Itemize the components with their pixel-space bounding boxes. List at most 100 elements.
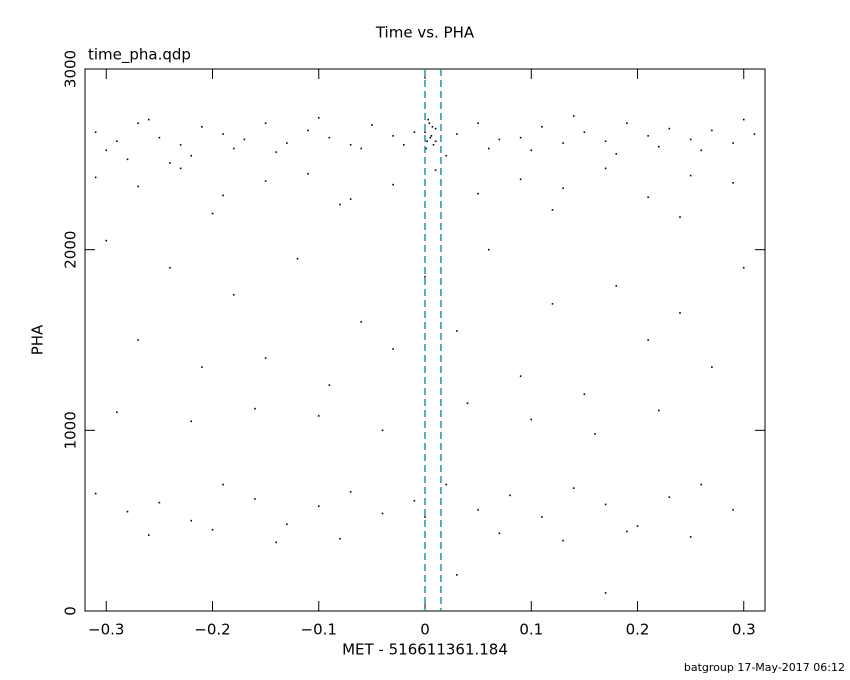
point (679, 216, 681, 218)
point (371, 124, 373, 126)
point (466, 402, 469, 405)
point (105, 149, 108, 152)
point (583, 393, 586, 395)
point (339, 203, 341, 206)
point (222, 194, 224, 197)
point (594, 433, 596, 435)
point (286, 523, 288, 526)
point (430, 135, 433, 137)
point (264, 357, 267, 359)
y-tick-label: 2000 (62, 231, 80, 269)
point (307, 172, 309, 175)
point (254, 498, 256, 500)
x-tick-label: −0.3 (88, 621, 124, 639)
y-axis-label: PHA (29, 324, 47, 355)
point (711, 129, 713, 132)
y-tick-label: 1000 (62, 411, 80, 449)
point (700, 149, 703, 152)
point (381, 512, 384, 515)
point (413, 131, 416, 134)
point (137, 122, 139, 124)
point (551, 303, 554, 305)
point (126, 158, 129, 161)
point (626, 122, 628, 124)
y-tick-label: 0 (62, 606, 80, 616)
point (169, 266, 171, 269)
point (572, 487, 575, 489)
point (222, 483, 224, 486)
point (201, 366, 203, 368)
point (94, 131, 97, 134)
point (232, 147, 235, 150)
point (158, 136, 161, 139)
point (392, 135, 394, 137)
point (190, 420, 193, 423)
point (434, 140, 437, 143)
point (519, 136, 522, 139)
point (689, 138, 692, 141)
point (477, 122, 479, 124)
point (232, 294, 235, 296)
point (732, 142, 734, 144)
point (137, 339, 139, 341)
point (243, 138, 246, 141)
point (604, 140, 607, 143)
point (498, 532, 501, 535)
point (615, 285, 618, 287)
point (105, 239, 108, 242)
point (626, 530, 628, 533)
point (424, 275, 426, 278)
x-tick-label: 0 (420, 621, 430, 639)
point (116, 140, 118, 143)
point (477, 509, 479, 511)
x-tick-label: 0.2 (626, 621, 650, 639)
point (349, 144, 352, 146)
point (668, 127, 671, 130)
point (94, 176, 97, 179)
point (317, 505, 320, 508)
point (519, 375, 522, 377)
point (541, 516, 543, 518)
point (487, 248, 490, 251)
point (328, 384, 331, 386)
point (211, 528, 214, 531)
point (742, 266, 745, 269)
point (424, 131, 426, 134)
point (732, 509, 734, 511)
point (402, 144, 405, 146)
chart-subtitle: time_pha.qdp (88, 46, 191, 65)
point (126, 510, 129, 513)
point (711, 366, 713, 368)
point (541, 126, 543, 128)
point (328, 136, 331, 139)
point (413, 499, 416, 502)
x-tick-label: 0.1 (519, 621, 543, 639)
x-tick-label: −0.2 (194, 621, 230, 639)
point (94, 492, 97, 495)
point (456, 330, 458, 332)
point (147, 534, 150, 536)
point (264, 122, 267, 124)
point (636, 525, 639, 527)
point (689, 174, 692, 177)
point (732, 182, 734, 184)
x-tick-label: 0.3 (732, 621, 756, 639)
point (445, 483, 448, 486)
point (339, 537, 341, 540)
point (286, 142, 288, 144)
point (427, 118, 429, 121)
point (264, 180, 267, 182)
point (456, 133, 458, 135)
point (551, 209, 554, 211)
point (296, 257, 299, 260)
point (530, 418, 533, 421)
point (201, 126, 203, 128)
point (487, 147, 490, 150)
point (190, 519, 193, 522)
point (211, 212, 214, 215)
point (647, 339, 649, 341)
point (158, 501, 161, 504)
point (431, 126, 434, 128)
